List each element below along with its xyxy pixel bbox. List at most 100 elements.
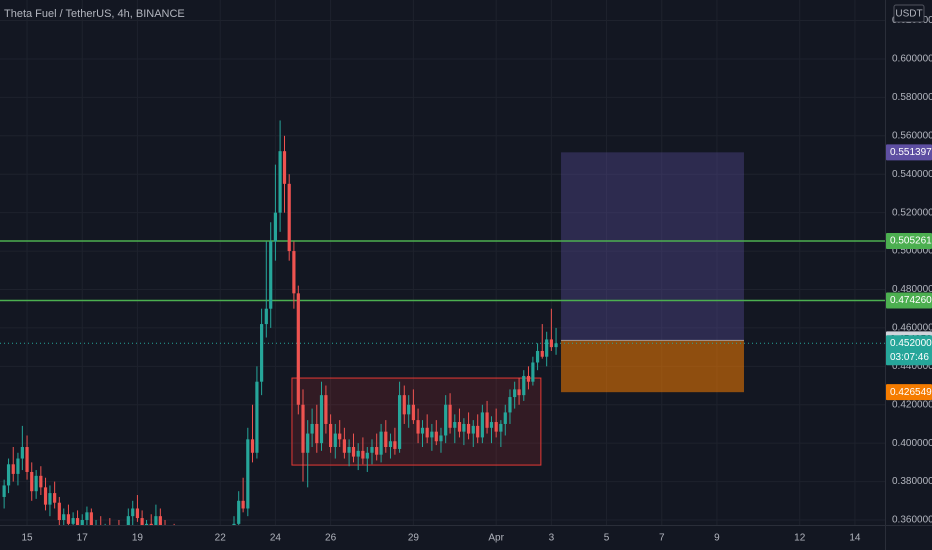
candle-body	[158, 516, 162, 525]
candle-body	[379, 431, 383, 455]
candle-body	[351, 447, 356, 457]
x-tick-label: 3	[549, 533, 555, 544]
candle-body	[48, 493, 52, 505]
candle-body	[333, 433, 337, 448]
price-tag-label: 0.452000	[890, 338, 932, 349]
candle-body	[89, 512, 93, 525]
candle-body	[388, 441, 393, 448]
x-tick-label: Apr	[488, 533, 504, 544]
candle-body	[356, 450, 360, 457]
candle-body	[296, 293, 300, 405]
candle-body	[301, 404, 305, 453]
price-tag-label: 0.505261	[890, 236, 932, 247]
candle-body	[434, 431, 438, 442]
candle-body	[34, 475, 38, 492]
candle-body	[531, 362, 535, 382]
candle-body	[241, 500, 245, 509]
candle-body	[476, 425, 480, 438]
x-tick-label: 9	[714, 533, 720, 544]
candle-body	[522, 375, 526, 396]
y-tick-label: 0.520000	[892, 207, 932, 218]
candle-body	[453, 422, 457, 428]
y-tick-label: 0.460000	[892, 323, 932, 334]
price-tag	[886, 232, 932, 249]
chart-title: Theta Fuel / TetherUS, 4h, BINANCE	[4, 8, 185, 20]
candle-body	[535, 350, 540, 363]
candle-body	[365, 452, 369, 459]
candle-body	[287, 183, 291, 252]
candle-body	[260, 324, 264, 382]
candle-body	[554, 343, 558, 348]
candle-body	[499, 423, 503, 432]
candle-body	[278, 151, 282, 213]
currency-box[interactable]	[893, 4, 925, 23]
candle-body	[85, 512, 89, 521]
x-tick-label: 24	[270, 533, 282, 544]
candle-body	[457, 422, 462, 432]
candle-body	[485, 412, 489, 428]
candle-body	[444, 404, 448, 436]
candle-body	[384, 431, 388, 448]
candle-body	[6, 464, 11, 486]
candle-body	[25, 447, 29, 472]
candle-body	[397, 395, 402, 449]
candle-body	[140, 518, 144, 525]
candle-body	[30, 471, 34, 492]
x-tick-label: 26	[325, 533, 337, 544]
candle-body	[232, 523, 236, 525]
candle-body	[508, 397, 512, 413]
x-tick-label: 12	[794, 533, 806, 544]
candle-body	[43, 487, 48, 505]
y-tick-label: 0.480000	[892, 284, 932, 295]
candle-body	[425, 427, 429, 438]
candle-body	[370, 447, 374, 453]
candle-body	[315, 423, 319, 444]
candle-body	[57, 502, 61, 521]
loss-zone	[561, 340, 744, 393]
y-tick-label: 0.560000	[892, 130, 932, 141]
candle-body	[310, 423, 314, 434]
candle-body	[439, 435, 443, 442]
candle-body	[255, 381, 259, 453]
candle-body	[324, 395, 328, 424]
candle-body	[144, 523, 149, 525]
axes: 0.360000 0.380000 0.400000 0.420000 0.440000…	[21, 15, 932, 544]
x-tick-label: 29	[408, 533, 420, 544]
price-tag	[886, 384, 932, 401]
grid	[0, 0, 885, 525]
candle-body	[66, 514, 71, 524]
candle-body	[2, 485, 6, 497]
candle-body	[347, 447, 351, 453]
candle-body	[16, 458, 20, 474]
candle-body	[75, 518, 80, 525]
candle-body	[20, 447, 24, 459]
price-tag-label: 0.551397	[890, 147, 932, 158]
candle-body	[11, 464, 15, 474]
candle-body	[342, 439, 346, 453]
x-tick-label: 5	[604, 533, 610, 544]
candle-body	[513, 389, 517, 398]
candle-body	[471, 425, 475, 434]
candle-body	[250, 439, 255, 453]
candle-body	[319, 395, 324, 444]
candle-body	[135, 508, 140, 519]
candle-body	[503, 412, 507, 424]
candle-body	[264, 308, 268, 325]
candle-body	[292, 251, 296, 294]
candle-body	[338, 433, 342, 440]
candle-body	[154, 516, 158, 525]
candle-body	[526, 375, 531, 382]
candle-body	[402, 395, 406, 415]
candle-body	[393, 441, 397, 449]
candle-body	[246, 439, 250, 509]
currency-label: USDT	[895, 9, 922, 20]
candle-body	[420, 427, 425, 434]
x-tick-label: 17	[77, 533, 89, 544]
candle-body	[273, 212, 278, 242]
candle-body	[466, 423, 471, 434]
x-tick-label: 19	[132, 533, 144, 544]
x-tick-label: 7	[659, 533, 665, 544]
